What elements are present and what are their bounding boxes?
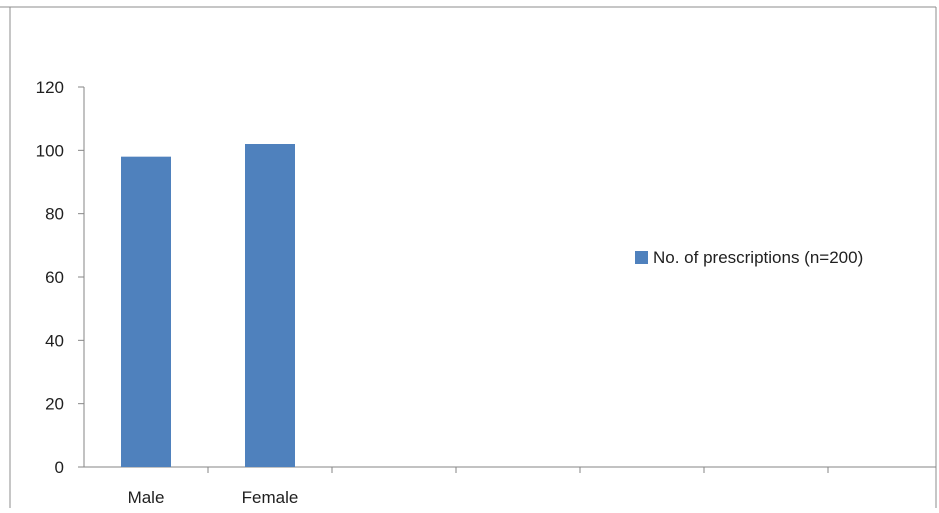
bar-male	[121, 156, 171, 467]
legend-swatch	[635, 251, 648, 264]
legend: No. of prescriptions (n=200)	[635, 248, 863, 267]
y-tick-label: 80	[45, 205, 64, 224]
bar-female	[245, 144, 295, 467]
x-category-label: Male	[128, 488, 165, 507]
y-tick-label: 120	[36, 78, 64, 97]
y-tick-label: 60	[45, 268, 64, 287]
y-tick-label: 0	[55, 458, 64, 477]
labels-group: 0 20 40 60 80 100 120 Male Female	[36, 78, 299, 507]
x-category-label: Female	[242, 488, 299, 507]
y-tick-label: 100	[36, 141, 64, 160]
axes-group	[78, 86, 936, 473]
y-tick-label: 40	[45, 331, 64, 350]
bars-group	[121, 144, 295, 467]
legend-label: No. of prescriptions (n=200)	[653, 248, 863, 267]
y-tick-label: 20	[45, 395, 64, 414]
